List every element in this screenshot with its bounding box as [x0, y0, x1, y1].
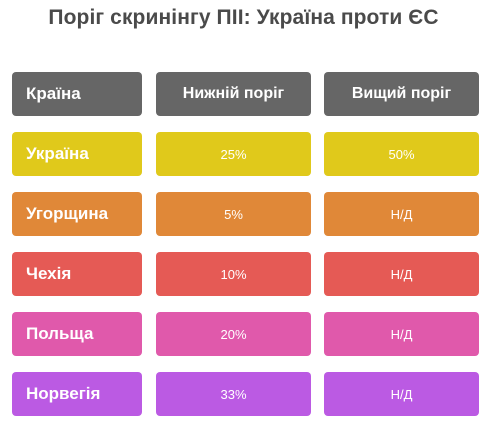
lower-threshold-cell: 5% — [156, 192, 311, 236]
country-cell: Україна — [12, 132, 142, 176]
country-cell: Норвегія — [12, 372, 142, 416]
lower-threshold-cell: 10% — [156, 252, 311, 296]
upper-threshold-cell: 50% — [324, 132, 479, 176]
header-country: Країна — [12, 72, 142, 116]
upper-threshold-cell: Н/Д — [324, 252, 479, 296]
country-cell: Польща — [12, 312, 142, 356]
upper-threshold-cell: Н/Д — [324, 372, 479, 416]
header-lower-threshold: Нижній поріг — [156, 72, 311, 116]
header-upper-threshold: Вищий поріг — [324, 72, 479, 116]
country-cell: Угорщина — [12, 192, 142, 236]
lower-threshold-cell: 33% — [156, 372, 311, 416]
lower-threshold-cell: 25% — [156, 132, 311, 176]
lower-threshold-cell: 20% — [156, 312, 311, 356]
upper-threshold-cell: Н/Д — [324, 312, 479, 356]
page-title: Поріг скринінгу ПІІ: Україна проти ЄС — [48, 6, 439, 29]
country-cell: Чехія — [12, 252, 142, 296]
upper-threshold-cell: Н/Д — [324, 192, 479, 236]
